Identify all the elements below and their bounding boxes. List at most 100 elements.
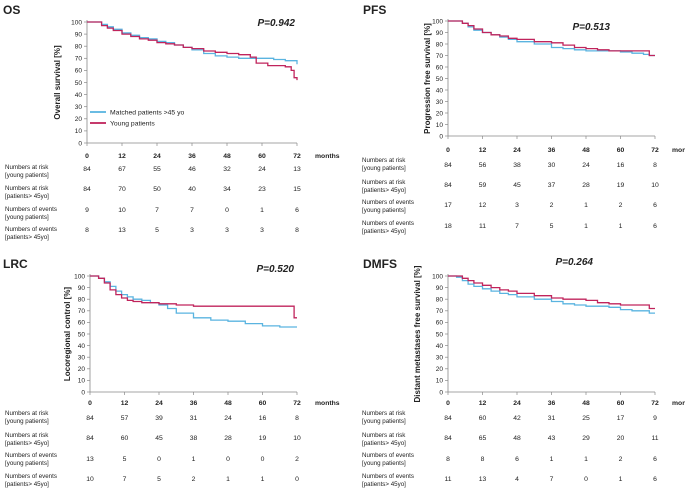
risk-row-label: [young patients] [362,418,406,425]
risk-value: 1 [550,456,554,463]
curve-young-patients [90,275,297,319]
risk-value: 67 [118,166,126,173]
y-tick-label: 60 [78,320,86,327]
risk-row-label: [young patients] [362,207,406,214]
x-tick-label: 36 [548,147,556,154]
risk-value: 8 [446,456,450,463]
y-tick-label: 100 [74,273,85,280]
risk-value: 46 [188,166,196,173]
x-tick-label: 36 [548,400,556,407]
risk-value: 32 [223,166,231,173]
risk-value: 8 [295,415,299,422]
risk-value: 8 [295,227,299,234]
risk-value: 2 [619,202,623,209]
y-tick-label: 100 [71,19,82,26]
x-tick-label: 72 [293,153,301,160]
y-tick-label: 80 [436,297,444,304]
risk-row-label: Numbers of events [5,452,57,459]
risk-value: 13 [86,456,94,463]
risk-value: 10 [293,435,301,442]
x-tick-label: 36 [190,400,198,407]
panel-title: DMFS [363,257,397,271]
risk-value: 57 [121,415,129,422]
risk-value: 29 [582,435,590,442]
panel-title: OS [3,3,20,17]
x-tick-label: 48 [582,147,590,154]
y-tick-label: 50 [436,331,444,338]
risk-value: 70 [118,186,126,193]
risk-value: 28 [224,435,232,442]
x-tick-label: 48 [582,400,590,407]
risk-value: 45 [155,435,163,442]
panel-title: LRC [3,257,28,271]
risk-value: 0 [295,476,299,483]
risk-value: 9 [85,207,89,214]
risk-row-label: Numbers of events [5,206,57,213]
x-tick-label: 60 [259,400,267,407]
y-tick-label: 40 [436,87,444,94]
risk-value: 0 [225,207,229,214]
y-tick-label: 70 [75,56,83,63]
risk-value: 55 [153,166,161,173]
risk-row-label: Numbers of events [5,473,57,480]
y-tick-label: 80 [78,297,86,304]
risk-value: 11 [444,476,451,483]
risk-value: 2 [192,476,196,483]
risk-value: 6 [295,207,299,214]
risk-value: 20 [617,435,625,442]
y-tick-label: 50 [78,331,86,338]
risk-value: 84 [83,186,91,193]
risk-value: 37 [548,182,556,189]
risk-value: 38 [513,162,521,169]
risk-value: 1 [584,223,588,230]
risk-value: 5 [550,223,554,230]
legend-label-young: Young patients [110,121,155,128]
x-tick-label: 60 [617,147,625,154]
risk-row-label: [patients> 45yo] [5,481,49,488]
risk-value: 39 [155,415,163,422]
risk-value: 18 [444,223,452,230]
y-tick-label: 80 [436,41,444,48]
risk-value: 2 [619,456,623,463]
y-tick-label: 100 [432,18,443,25]
y-tick-label: 30 [75,104,83,111]
y-tick-label: 20 [75,116,83,123]
curve-young-patients [87,21,298,81]
y-tick-label: 40 [75,92,83,99]
y-tick-label: 40 [78,343,86,350]
risk-value: 84 [86,435,94,442]
risk-value: 6 [515,456,519,463]
risk-value: 15 [293,186,301,193]
risk-row-label: Numbers at risk [362,432,406,439]
p-value: P=0.942 [257,18,295,29]
risk-value: 48 [513,435,521,442]
risk-value: 16 [259,415,267,422]
y-tick-label: 20 [436,110,444,117]
y-tick-label: 10 [75,128,83,135]
x-axis-label: months [672,147,685,154]
risk-value: 1 [192,456,196,463]
curve-young-patients [448,275,655,310]
risk-value: 42 [513,415,521,422]
risk-row-label: Numbers at risk [5,432,49,439]
x-tick-label: 0 [85,153,89,160]
y-tick-label: 90 [436,30,444,37]
y-axis-label: Locoregional control [%] [63,287,72,382]
y-tick-label: 70 [436,308,444,315]
risk-row-label: [young patients] [5,418,49,425]
y-tick-label: 90 [78,285,86,292]
risk-value: 34 [223,186,231,193]
risk-row-label: [young patients] [362,460,406,467]
risk-value: 2 [295,456,299,463]
risk-value: 5 [157,476,161,483]
risk-value: 3 [515,202,519,209]
risk-value: 8 [481,456,485,463]
risk-row-label: Numbers at risk [362,410,406,417]
y-tick-label: 50 [436,76,444,83]
y-tick-label: 0 [439,133,443,140]
x-tick-label: 60 [617,400,625,407]
risk-value: 1 [260,207,264,214]
x-tick-label: 12 [479,400,487,407]
